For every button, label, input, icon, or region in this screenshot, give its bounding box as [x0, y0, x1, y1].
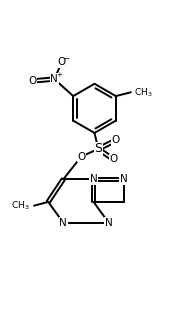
Text: O: O [58, 57, 66, 67]
Text: O: O [109, 154, 118, 164]
Text: S: S [94, 142, 102, 156]
Text: +: + [57, 72, 63, 78]
Text: N: N [120, 174, 128, 184]
Text: CH$_3$: CH$_3$ [11, 199, 29, 212]
Text: −: − [63, 54, 70, 63]
Text: O: O [77, 152, 85, 162]
Text: N: N [50, 74, 58, 84]
Text: N: N [59, 218, 67, 228]
Text: N: N [90, 174, 98, 184]
Text: O: O [29, 76, 37, 86]
Text: CH$_3$: CH$_3$ [134, 86, 152, 99]
Text: N: N [105, 218, 113, 228]
Text: O: O [111, 135, 119, 146]
